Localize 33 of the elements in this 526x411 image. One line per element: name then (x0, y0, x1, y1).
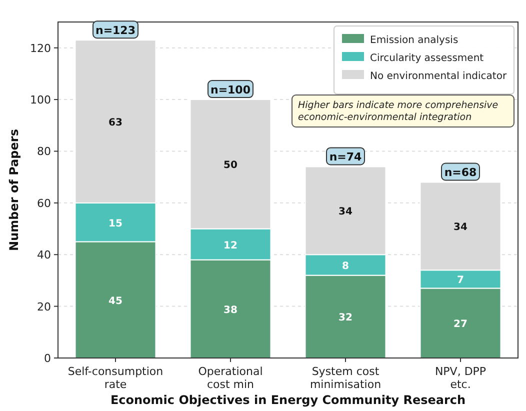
x-axis-title: Economic Objectives in Energy Community Research (110, 393, 466, 407)
x-tick-label: Operational cost min (198, 365, 263, 391)
data-label: 38 (224, 304, 238, 316)
data-label: 8 (342, 260, 350, 272)
data-label: 15 (108, 218, 122, 230)
data-label: 27 (454, 319, 468, 330)
data-label: 32 (338, 312, 352, 324)
x-tick-label: Self-consumption rate (68, 365, 164, 391)
legend-label: Circularity assessment (370, 53, 484, 64)
y-tick-label: 0 (44, 352, 51, 365)
total-label: n=100 (210, 84, 251, 97)
data-label: 34 (454, 222, 468, 234)
annotation: Higher bars indicate more comprehensive economic-environmental integration (298, 100, 498, 123)
data-label: 7 (457, 275, 464, 286)
legend-label: Emission analysis (370, 35, 458, 46)
y-axis-title: Number of Papers (7, 129, 21, 251)
total-label: n=74 (329, 150, 362, 164)
data-label: 34 (338, 206, 352, 218)
y-tick-label: 20 (37, 300, 51, 314)
y-tick-label: 100 (30, 94, 51, 107)
x-tick-label: NPV, DPP etc. (434, 365, 486, 391)
y-tick-label: 120 (30, 42, 51, 55)
x-tick-label: System cost minimisation (310, 365, 382, 391)
legend-label: No environmental indicator (370, 71, 508, 82)
y-tick-label: 80 (37, 145, 51, 158)
total-label: n=123 (95, 24, 136, 38)
data-label: 63 (108, 118, 122, 129)
y-tick-label: 60 (37, 196, 51, 210)
total-label: n=68 (444, 166, 477, 180)
data-label: 12 (224, 240, 238, 252)
data-label: 45 (108, 296, 122, 307)
y-tick-label: 40 (37, 248, 51, 262)
data-label: 50 (224, 160, 238, 172)
